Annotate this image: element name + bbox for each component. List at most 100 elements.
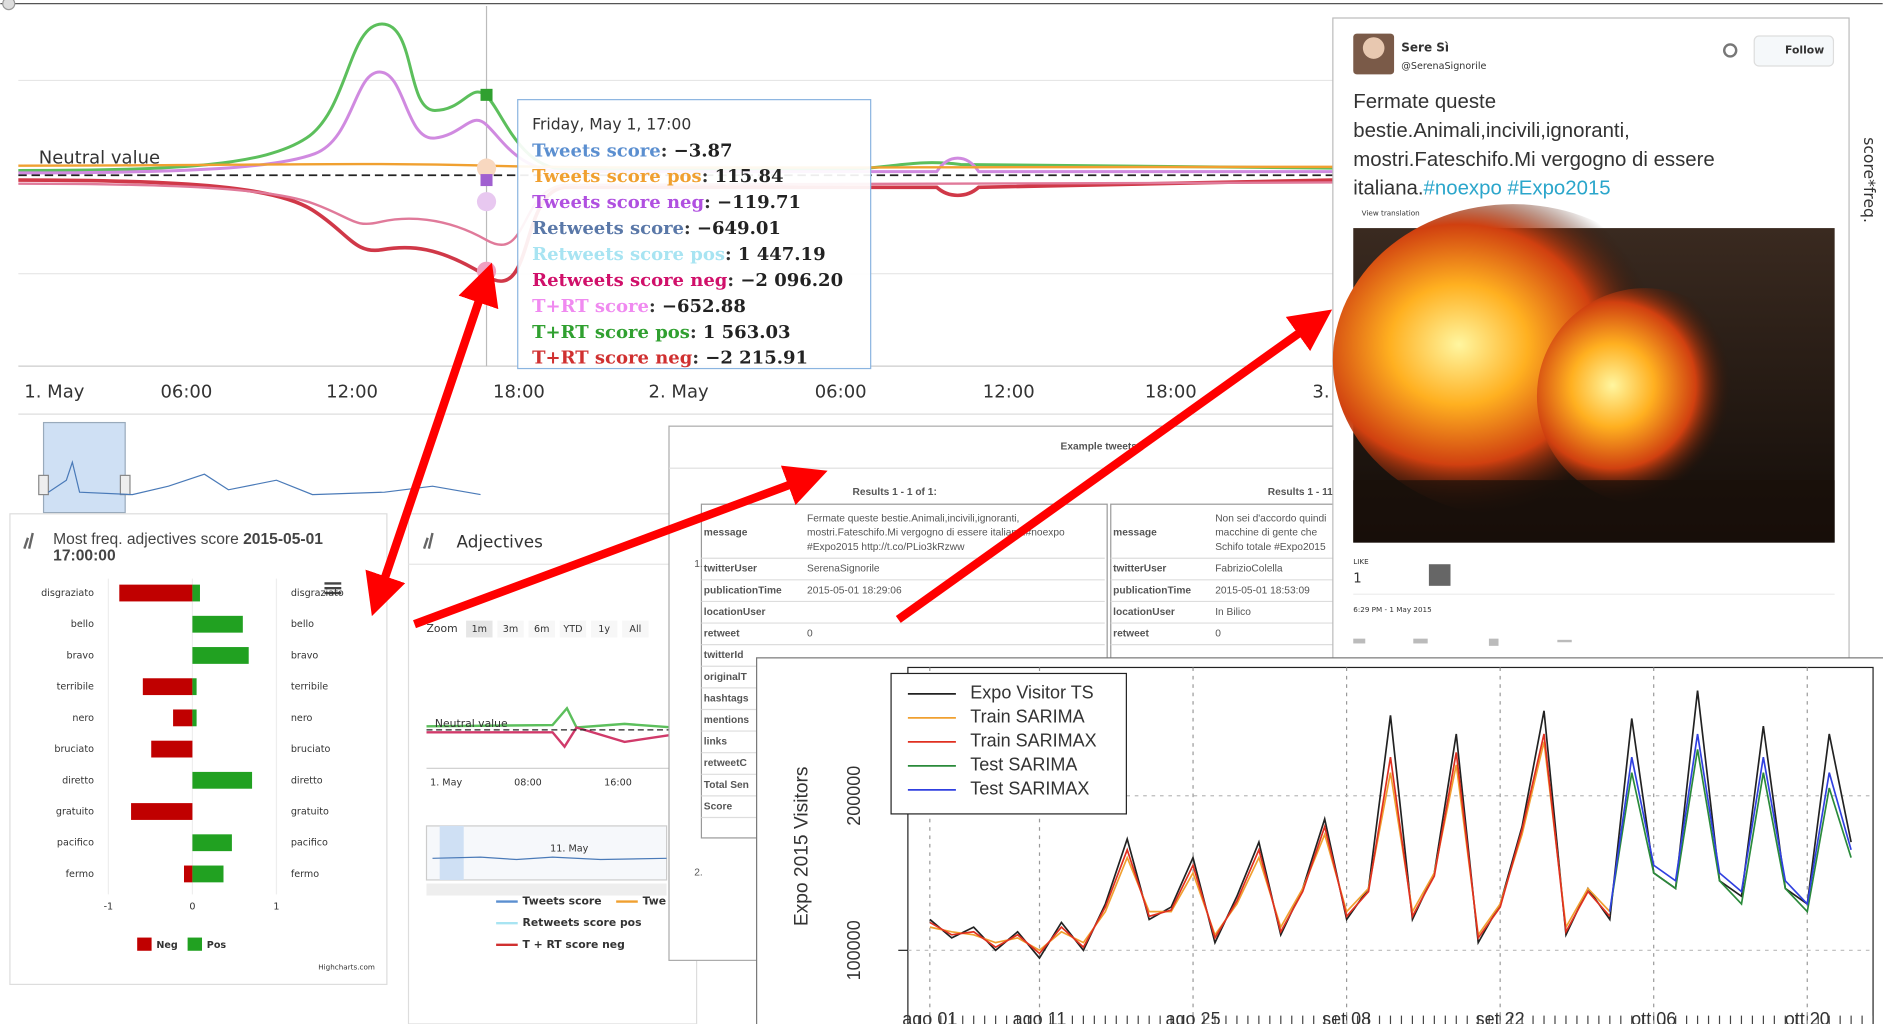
- table-key: hashtags: [704, 693, 749, 704]
- tooltip-colon: :: [727, 270, 740, 291]
- table-value: 0: [1215, 629, 1221, 640]
- point-marker: [481, 174, 493, 186]
- table-key: locationUser: [1113, 607, 1175, 618]
- category-label: bravo: [67, 650, 95, 661]
- tooltip-value: −2 215.91: [705, 348, 808, 369]
- retweet-icon[interactable]: [1413, 639, 1427, 644]
- legend-swatch: [188, 938, 202, 951]
- translate-link[interactable]: View translation: [1362, 209, 1420, 218]
- x-tick-label: 06:00: [160, 382, 212, 403]
- table-value: Schifo totale #Expo2015: [1215, 542, 1326, 553]
- credit: Highcharts.com: [318, 963, 375, 972]
- legend-label[interactable]: Retweets score pos: [523, 916, 642, 929]
- tooltip-row: T+RT score pos: 1 563.03: [532, 322, 790, 343]
- panel-title: Example tweets: [1061, 441, 1138, 452]
- table-value: #Expo2015 http://t.co/PLio3kRzww: [807, 542, 965, 553]
- x-tick-label: 1. May: [430, 778, 462, 789]
- table-value: 2015-05-01 18:53:09: [1215, 585, 1310, 596]
- tooltip-value: 115.84: [715, 166, 784, 187]
- results-label: Results 1 - 11: [1268, 487, 1333, 498]
- legend-label[interactable]: T + RT score neg: [523, 938, 625, 951]
- category-label: diretto: [291, 775, 323, 786]
- table-key: twitterUser: [1113, 564, 1166, 575]
- table-key: message: [1113, 528, 1157, 539]
- category-label: nero: [72, 713, 94, 724]
- category-label: bruciato: [291, 744, 331, 755]
- table-key: mentions: [704, 715, 750, 726]
- x-tick-label: -1: [104, 901, 114, 912]
- legend-label: Test SARIMA: [970, 755, 1077, 775]
- category-label: pacifico: [291, 838, 328, 849]
- tooltip-row: Tweets score: −3.87: [532, 140, 732, 161]
- avatar-face: [1363, 37, 1385, 59]
- legend-label[interactable]: Twe: [643, 895, 666, 908]
- table-key: retweet: [704, 629, 740, 640]
- hashtags[interactable]: #noexpo #Expo2015: [1424, 178, 1611, 200]
- tooltip-row: Tweets score neg: −119.71: [532, 192, 801, 213]
- bar: [192, 647, 248, 664]
- category-label: disgraziato: [291, 588, 344, 599]
- zoom-button-label: 6m: [534, 624, 549, 635]
- category-label: bello: [291, 619, 314, 630]
- follow-label: Follow: [1785, 43, 1824, 56]
- table-key: retweetC: [704, 758, 748, 769]
- tooltip-value: −652.88: [662, 296, 746, 317]
- tooltip-colon: :: [661, 140, 674, 161]
- like-icon[interactable]: [1489, 639, 1499, 646]
- legend-label[interactable]: Neg: [156, 940, 178, 951]
- zoom-label: Zoom: [426, 622, 457, 635]
- category-label: disgraziato: [41, 588, 94, 599]
- y-tick-label: 100000: [844, 920, 864, 980]
- table-key: twitterUser: [704, 564, 757, 575]
- navigator-handle[interactable]: [120, 475, 130, 494]
- navigator-handle[interactable]: [39, 475, 49, 494]
- category-label: terribile: [291, 682, 328, 693]
- tweet-text-line: italiana.: [1353, 178, 1423, 200]
- x-tick-label: 1: [273, 901, 279, 912]
- tooltip-colon: :: [692, 348, 705, 369]
- zoom-button-label: 3m: [503, 624, 518, 635]
- category-label: terribile: [57, 682, 94, 693]
- bar: [151, 741, 192, 758]
- tooltip-value: 1 447.19: [738, 244, 826, 265]
- tooltip-colon: :: [725, 244, 738, 265]
- x-tick-label: ago 01: [902, 1009, 957, 1024]
- tooltip-row: Retweets score: −649.01: [532, 218, 781, 239]
- x-tick-label: 12:00: [326, 382, 378, 403]
- tweet-text: Fermate queste: [1353, 92, 1496, 114]
- point-marker: [477, 192, 496, 211]
- reply-icon[interactable]: [1353, 639, 1365, 644]
- bar: [143, 678, 193, 695]
- tweet-text-line: mostri.Fateschifo.Mi vergogno di essere: [1353, 149, 1715, 171]
- table-value: Fermate queste bestie.Animali,incivili,i…: [807, 513, 1019, 524]
- tooltip-row: Retweets score pos: 1 447.19: [532, 244, 825, 265]
- table-value: In Bilico: [1215, 607, 1251, 618]
- category-label: gratuito: [291, 807, 329, 818]
- table-key: message: [704, 528, 748, 539]
- table-value: 0: [807, 629, 813, 640]
- more-icon[interactable]: [1557, 640, 1571, 642]
- tooltip-row: T+RT score: −652.88: [532, 296, 746, 317]
- tweet-text: mostri.Fateschifo.Mi vergogno di essere: [1353, 149, 1715, 171]
- x-tick-label: 1. May: [24, 382, 84, 403]
- point-marker: [477, 262, 496, 281]
- zoom-button-label: 1y: [598, 624, 610, 635]
- x-tick-label: ago 25: [1166, 1009, 1221, 1024]
- tooltip-value: 1 563.03: [703, 322, 791, 343]
- tooltip-label: T+RT score pos: [532, 322, 690, 343]
- likes-count: 1: [1353, 572, 1361, 587]
- row-number: 1.: [694, 559, 703, 570]
- bar: [192, 616, 242, 633]
- legend-label[interactable]: Pos: [207, 940, 227, 951]
- tooltip-colon: :: [690, 322, 703, 343]
- x-tick-label: 18:00: [493, 382, 545, 403]
- tooltip-colon: :: [684, 218, 697, 239]
- tooltip-value: −119.71: [717, 192, 801, 213]
- tweet-text: italiana.#noexpo #Expo2015: [1353, 178, 1610, 200]
- x-tick-label: ott 06: [1631, 1009, 1676, 1024]
- legend-label: Train SARIMA: [970, 707, 1084, 727]
- x-tick-label: 0: [189, 901, 195, 912]
- series-label: Neutral value: [435, 717, 508, 730]
- table-key: publicationTime: [1113, 585, 1191, 596]
- legend-label[interactable]: Tweets score: [523, 895, 602, 908]
